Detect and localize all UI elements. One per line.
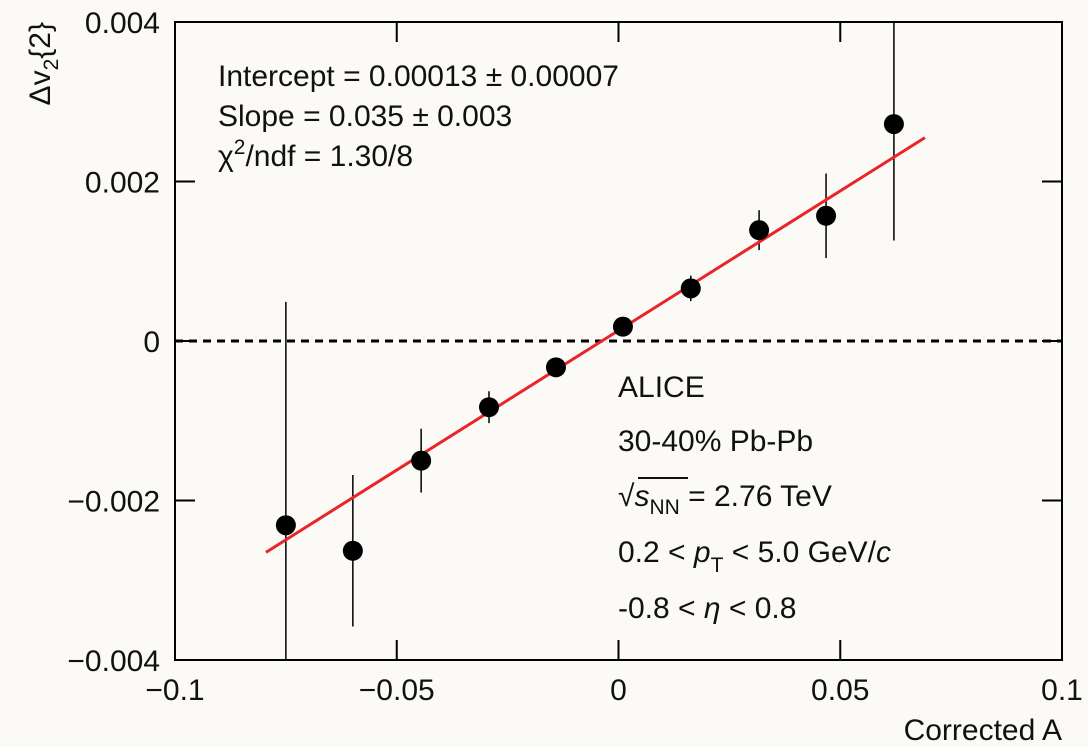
y-tick-label: 0.004 <box>85 7 160 40</box>
plot-area <box>175 22 1062 660</box>
point <box>545 357 566 378</box>
x-axis-label: Corrected A <box>904 714 1062 747</box>
y-tick-label: 0.002 <box>85 167 160 200</box>
frame <box>174 21 1063 661</box>
stats-intercept: Intercept = 0.00013 ± 0.00007 <box>218 60 619 93</box>
y-tick-label: −0.002 <box>67 486 160 519</box>
point <box>275 515 296 536</box>
point <box>478 397 499 418</box>
label-centrality: 30-40% Pb-Pb <box>618 425 813 458</box>
x-tick-label: 0.1 <box>1041 674 1083 707</box>
x-tick-label: 0.05 <box>811 674 869 707</box>
point <box>342 540 363 561</box>
label-energy: √sNN = 2.76 TeV <box>618 480 832 519</box>
point <box>816 205 837 226</box>
point <box>411 450 432 471</box>
stats-slope: Slope = 0.035 ± 0.003 <box>218 100 512 133</box>
label-eta: -0.8 < η < 0.8 <box>618 592 796 625</box>
y-tick-label: −0.004 <box>67 645 160 678</box>
x-tick-label: 0 <box>610 674 627 707</box>
y-axis-label: Δv2{2} <box>24 22 63 105</box>
point <box>680 278 701 299</box>
y-tick-label: 0 <box>143 326 160 359</box>
point <box>883 114 904 135</box>
stats-chi2: χ2/ndf = 1.30/8 <box>218 136 413 173</box>
point <box>612 316 633 337</box>
fit-line <box>265 136 926 554</box>
x-tick-label: −0.1 <box>145 674 204 707</box>
point <box>749 220 770 241</box>
label-pt: 0.2 < pT < 5.0 GeV/c <box>618 536 891 577</box>
label-experiment: ALICE <box>618 371 705 404</box>
x-tick-label: −0.05 <box>359 674 435 707</box>
